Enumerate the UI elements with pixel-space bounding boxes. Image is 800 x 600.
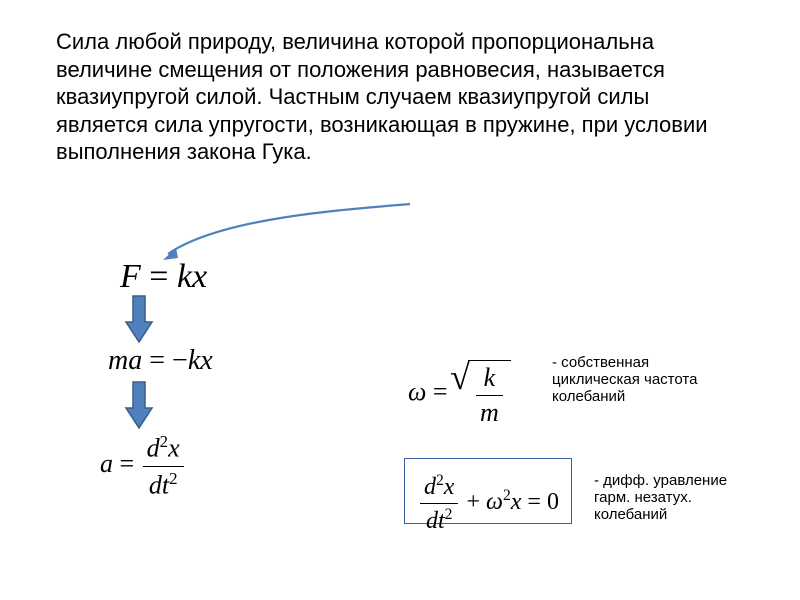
f4-den: m [476, 396, 503, 428]
formula-hooke: F = kx [120, 258, 207, 296]
a1-l2: циклическая частота [552, 371, 752, 388]
f5-osup: 2 [503, 487, 511, 504]
f3-eq: = [113, 449, 141, 478]
f5-plus: + [460, 489, 486, 515]
f4-fraction: k m [476, 363, 503, 428]
f3-den-sup: 2 [169, 469, 177, 488]
formula-acceleration: a = d2x dt2 [100, 432, 186, 500]
f1-lhs: F [120, 258, 141, 295]
f5-omega: ω [486, 489, 503, 515]
curve-arrow [160, 200, 420, 266]
f3-num-d: d [147, 434, 160, 463]
f5-num-d: d [424, 474, 436, 500]
formula-omega: ω = √ k m [408, 360, 511, 428]
annotation-omega: - собственная циклическая частота колеба… [552, 354, 752, 405]
f2-lhs: ma [108, 345, 142, 376]
block-arrow-2 [126, 382, 152, 428]
f3-num-x: x [168, 434, 180, 463]
f5-eq: = 0 [521, 489, 559, 515]
f2-minus: − [172, 345, 188, 376]
a2-l2: гарм. незатух. [594, 489, 784, 506]
f4-num: k [476, 363, 503, 396]
f5-den-sup: 2 [445, 506, 453, 523]
a2-l1: - дифф. уравление [594, 472, 784, 489]
annotation-diffeq: - дифф. уравление гарм. незатух. колебан… [594, 472, 784, 523]
f3-den-d: dt [149, 470, 169, 499]
f1-eq: = [141, 258, 177, 295]
f5-num-sup: 2 [436, 472, 444, 489]
a2-l3: колебаний [594, 506, 784, 523]
f3-num-sup: 2 [160, 432, 168, 451]
f4-lhs: ω [408, 377, 426, 406]
block-arrow-1 [126, 296, 152, 342]
f1-rhs: kx [177, 258, 207, 295]
f3-lhs: a [100, 449, 113, 478]
f2-rhs: kx [188, 345, 213, 376]
formula-newton: ma = −kx [108, 345, 213, 377]
a1-l3: колебаний [552, 388, 752, 405]
formula-diffeq: d2x dt2 + ω2x = 0 [418, 472, 559, 535]
f5-den-d: dt [426, 508, 445, 534]
f5-num-x: x [444, 474, 455, 500]
f3-fraction: d2x dt2 [143, 432, 184, 500]
paragraph-text: Сила любой природу, величина которой про… [56, 28, 736, 166]
f5-fraction: d2x dt2 [420, 472, 458, 535]
a1-l1: - собственная [552, 354, 752, 371]
f2-eq: = [142, 345, 172, 376]
f4-sqrt: √ k m [454, 360, 511, 428]
f5-x: x [511, 489, 522, 515]
